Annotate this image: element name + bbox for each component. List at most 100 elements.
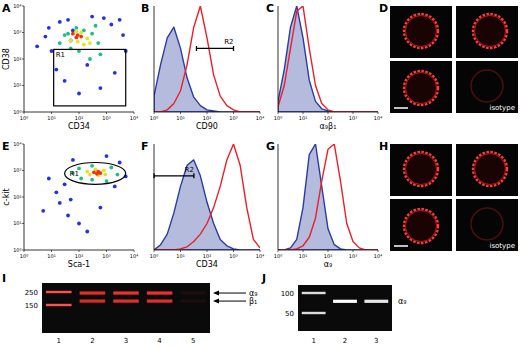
- arrowhead: [213, 291, 219, 296]
- point: [96, 41, 100, 45]
- panel-label: E: [2, 140, 10, 153]
- point: [109, 166, 113, 170]
- x-tick-label: 10²: [75, 253, 83, 259]
- plot-area: [154, 144, 260, 250]
- arrow: [218, 293, 246, 294]
- x-tick: [79, 112, 80, 114]
- lane-label: 2: [343, 337, 347, 345]
- point: [113, 71, 117, 75]
- x-tick: [378, 250, 379, 252]
- cell-stain: [404, 14, 438, 48]
- point: [74, 26, 78, 30]
- point: [109, 23, 113, 27]
- x-tick-label: 10⁴: [130, 115, 138, 121]
- cell-stain-inner: [406, 154, 437, 185]
- point: [66, 32, 70, 36]
- y-tick: [22, 144, 24, 145]
- x-tick-label: 10⁰: [150, 115, 158, 121]
- x-tick: [51, 112, 52, 114]
- x-tick-label: 10²: [324, 253, 332, 259]
- x-tick: [106, 250, 107, 252]
- point: [71, 29, 75, 33]
- point: [90, 15, 94, 19]
- y-tick-label: 10³: [13, 29, 21, 35]
- cell-faint: [471, 70, 503, 102]
- point: [58, 20, 62, 24]
- y-tick-label: 10¹: [13, 82, 21, 88]
- point: [63, 33, 67, 37]
- y-axis-title: c-kit: [2, 188, 11, 205]
- cell-stain: [404, 152, 438, 186]
- scale-bar: [394, 107, 408, 109]
- cell-body: [473, 14, 507, 48]
- x-tick: [79, 250, 80, 252]
- micrograph-tile: [456, 199, 518, 251]
- y-tick: [22, 6, 24, 7]
- cell-stain: [404, 209, 438, 243]
- y-tick-label: 10²: [13, 56, 21, 62]
- x-tick: [154, 250, 155, 252]
- x-tick-label: 10¹: [47, 115, 55, 121]
- cell-stain: [473, 152, 507, 186]
- plot-area: [154, 6, 260, 112]
- x-tick-label: 10²: [203, 253, 211, 259]
- point: [98, 206, 102, 210]
- micrograph-tile: [390, 6, 452, 58]
- x-tick-label: 10³: [102, 253, 110, 259]
- lane-label: 5: [191, 337, 195, 345]
- point: [47, 26, 51, 30]
- y-axis: [154, 6, 155, 112]
- point: [69, 198, 73, 202]
- lane-label: 1: [57, 337, 61, 345]
- y-tick: [22, 170, 24, 171]
- cell-body: [404, 14, 438, 48]
- y-axis: [278, 144, 279, 250]
- band: [364, 300, 388, 303]
- x-tick: [106, 112, 107, 114]
- x-tick-label: 10⁴: [130, 253, 138, 259]
- point: [71, 158, 75, 162]
- band-label: β₁: [249, 297, 257, 306]
- point: [90, 32, 94, 36]
- x-tick-label: 10³: [102, 115, 110, 121]
- point: [85, 36, 89, 40]
- x-tick: [353, 112, 354, 114]
- cell-stain: [473, 14, 507, 48]
- gate-label: R2: [185, 166, 194, 174]
- band: [113, 299, 139, 302]
- histogram-area: [154, 160, 260, 250]
- point: [69, 39, 73, 43]
- x-tick-label: 10⁴: [374, 253, 382, 259]
- gel: [42, 283, 210, 333]
- x-tick: [51, 250, 52, 252]
- cell-stain-inner: [406, 211, 437, 242]
- histogram-line: [278, 144, 378, 250]
- gate-label: R2: [224, 38, 233, 46]
- point: [85, 230, 89, 234]
- ladder-band: [302, 292, 326, 294]
- y-tick-label: 10³: [13, 167, 21, 173]
- panel-label: C: [266, 2, 274, 15]
- panel-label: D: [379, 2, 388, 15]
- panel-label: B: [141, 2, 149, 15]
- band: [46, 299, 72, 302]
- point: [88, 173, 92, 177]
- panel-label: F: [141, 140, 149, 153]
- x-tick-label: 10³: [349, 253, 357, 259]
- ladder-band: [46, 304, 72, 306]
- point: [105, 154, 109, 158]
- point: [85, 170, 89, 174]
- x-tick-label: 10³: [229, 115, 237, 121]
- point: [63, 182, 67, 186]
- cell-stain-inner: [475, 16, 506, 47]
- x-tick: [180, 112, 181, 114]
- y-tick: [22, 32, 24, 33]
- x-axis-title: Sca-1: [68, 260, 90, 269]
- point: [54, 68, 58, 72]
- point: [102, 169, 106, 173]
- point: [79, 35, 83, 39]
- gate-label: R1: [56, 51, 65, 59]
- point: [77, 92, 81, 96]
- point: [74, 30, 78, 34]
- micrograph-tile: [390, 61, 452, 113]
